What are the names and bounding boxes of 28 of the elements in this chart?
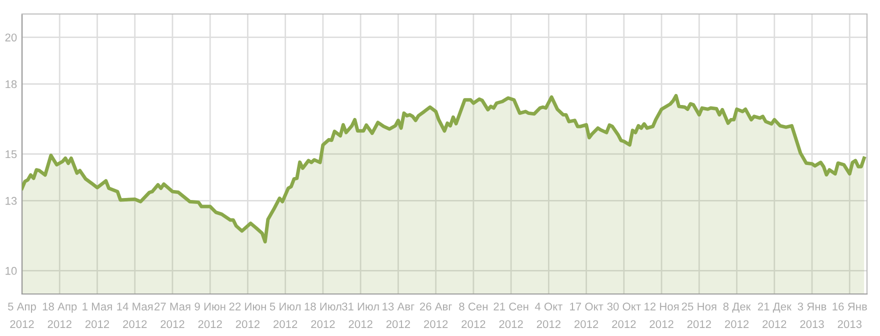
x-tick-label: 8 Сен 2012	[459, 302, 488, 328]
x-tick-label: 22 Июн 2012	[229, 302, 266, 328]
x-tick-label: 30 Окт 2012	[607, 302, 641, 328]
x-tick-label: 16 Янв 2013	[832, 302, 867, 328]
x-tick-label: 31 Июл 2012	[342, 302, 379, 328]
x-tick-label: 21 Дек 2012	[758, 302, 792, 328]
y-tick-label: 15	[6, 150, 17, 158]
x-tick-label: 27 Мая 2012	[154, 302, 190, 328]
x-tick-label: 13 Авг 2012	[382, 302, 414, 328]
y-tick-label: 10	[6, 266, 17, 275]
x-tick-label: 17 Окт 2012	[570, 302, 604, 328]
x-tick-label: 9 Июн 2012	[194, 302, 226, 328]
x-tick-label: 12 Ноя 2012	[644, 302, 679, 328]
x-tick-label: 14 Мая 2012	[117, 302, 153, 328]
x-tick-label: 8 Дек 2012	[723, 302, 751, 328]
x-tick-label: 3 Янв 2013	[798, 302, 826, 328]
x-tick-label: 1 Мая 2012	[82, 302, 112, 328]
x-tick-label: 18 Июл 2012	[304, 302, 342, 328]
x-tick-label: 18 Апр 2012	[42, 302, 77, 328]
x-tick-label: 5 Апр 2012	[8, 302, 36, 328]
y-tick-label: 18	[6, 80, 17, 88]
x-tick-label: 4 Окт 2012	[534, 302, 562, 328]
y-tick-label: 20	[5, 34, 17, 42]
x-tick-label: 26 Авг 2012	[420, 302, 452, 328]
x-tick-label: 5 Июл 2012	[270, 302, 300, 328]
x-tick-label: 21 Сен 2012	[494, 302, 528, 328]
x-tick-label: 25 Ноя 2012	[682, 302, 716, 328]
y-tick-label: 13	[6, 196, 17, 205]
